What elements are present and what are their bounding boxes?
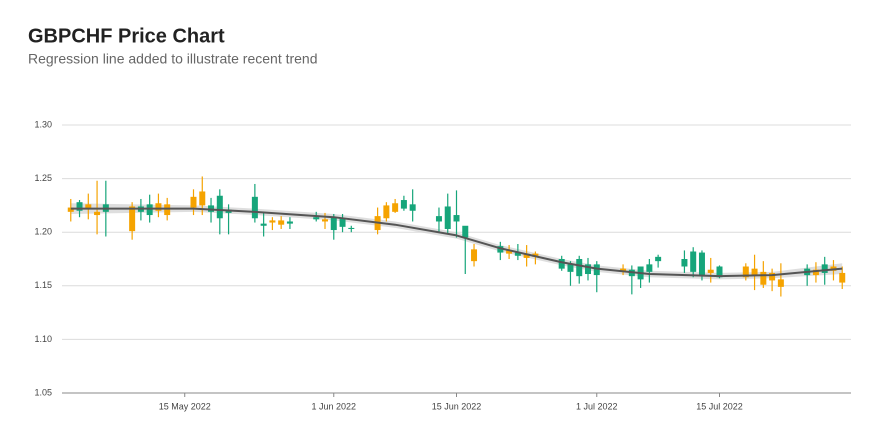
- candle-body: [322, 219, 328, 222]
- x-tick-label: 15 Jun 2022: [432, 401, 482, 411]
- candle-body: [190, 196, 197, 208]
- candle-body: [435, 216, 442, 222]
- candle-body: [558, 259, 565, 269]
- candle-body: [506, 250, 513, 254]
- x-tick-label: 1 Jul 2022: [576, 401, 618, 411]
- candle-body: [821, 264, 828, 273]
- candle-body: [681, 259, 688, 267]
- candle-body: [523, 253, 530, 258]
- candle-body: [576, 259, 583, 277]
- candle-body: [216, 195, 223, 219]
- candle-body: [593, 264, 600, 276]
- candle-body: [690, 251, 697, 272]
- candle-body: [839, 272, 846, 283]
- candle-body: [383, 205, 390, 219]
- candle-body: [164, 204, 171, 216]
- candle-body: [392, 203, 399, 212]
- candle-body: [716, 266, 723, 278]
- candle-body: [85, 204, 92, 209]
- candle-body: [444, 206, 451, 229]
- candle-body: [707, 269, 714, 273]
- candle-body: [760, 271, 767, 285]
- y-tick-label: 1.10: [34, 334, 52, 344]
- candle-body: [400, 200, 407, 209]
- candle-body: [585, 264, 591, 275]
- chart-subtitle: Regression line added to illustrate rece…: [28, 51, 318, 67]
- candle-body: [278, 220, 285, 225]
- candle-body: [409, 204, 416, 211]
- candle-body: [698, 252, 705, 276]
- candle-body: [155, 203, 162, 211]
- candle-body: [286, 221, 293, 224]
- candle-body: [269, 220, 276, 223]
- x-tick-label: 15 May 2022: [159, 401, 211, 411]
- candle-body: [313, 217, 320, 220]
- y-tick-label: 1.20: [34, 227, 52, 237]
- candle-body: [339, 218, 346, 227]
- candle-body: [199, 191, 206, 206]
- candle-body: [330, 217, 337, 231]
- x-tick-label: 15 Jul 2022: [696, 401, 743, 411]
- candle-body: [251, 196, 258, 219]
- y-tick-label: 1.15: [34, 280, 52, 290]
- candle-body: [453, 215, 460, 222]
- candle-body: [567, 264, 574, 272]
- candle-body: [146, 204, 153, 216]
- y-tick-label: 1.05: [34, 387, 52, 397]
- candle-body: [129, 206, 136, 232]
- candle-body: [497, 246, 504, 253]
- candle-body: [94, 211, 101, 216]
- candle-body: [348, 227, 355, 229]
- candle-body: [76, 202, 83, 211]
- candle-body: [751, 268, 758, 276]
- candle-body: [67, 207, 74, 212]
- candle-body: [514, 252, 521, 256]
- candle-body: [471, 249, 478, 262]
- candle-body: [812, 269, 819, 276]
- candle-body: [620, 268, 627, 272]
- candle-body: [655, 256, 662, 262]
- y-tick-label: 1.25: [34, 173, 52, 183]
- candle-body: [777, 279, 784, 287]
- x-tick-label: 1 Jun 2022: [311, 401, 356, 411]
- candle-body: [769, 272, 776, 281]
- candle-body: [646, 264, 653, 272]
- regression-line: [70, 207, 843, 278]
- chart-title: GBPCHF Price Chart: [28, 25, 225, 47]
- candle-body: [462, 225, 469, 238]
- y-tick-label: 1.30: [34, 119, 52, 129]
- candle-body: [742, 266, 749, 278]
- candle-body: [260, 223, 267, 226]
